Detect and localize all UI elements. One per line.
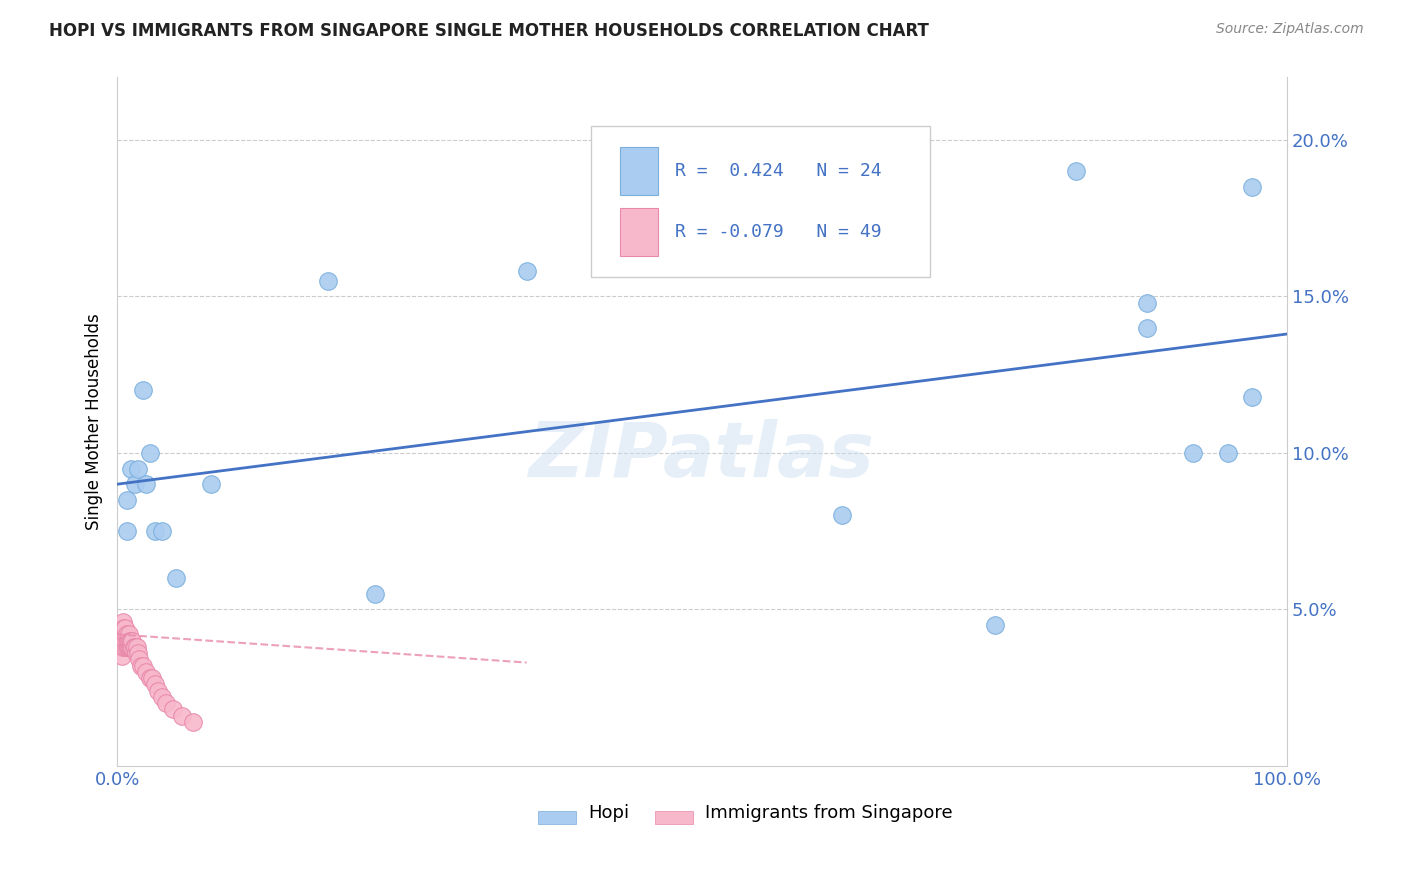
Point [117, 633, 139, 648]
Point [111, 633, 134, 648]
Point [112, 627, 135, 641]
Point [112, 640, 135, 654]
Point [114, 640, 136, 654]
Point [115, 627, 138, 641]
Point [129, 658, 152, 673]
Point [1135, 320, 1157, 334]
Point [124, 640, 146, 654]
Point [128, 652, 150, 666]
FancyBboxPatch shape [538, 811, 576, 823]
Point [124, 477, 146, 491]
Point [115, 633, 138, 648]
Point [127, 646, 149, 660]
Point [135, 477, 157, 491]
Point [127, 461, 149, 475]
Point [115, 524, 138, 538]
Point [117, 640, 139, 654]
Point [120, 633, 142, 648]
Point [1218, 446, 1240, 460]
Point [112, 621, 135, 635]
Point [118, 640, 141, 654]
Point [135, 665, 157, 679]
Point [132, 384, 155, 398]
Point [114, 633, 136, 648]
Point [200, 477, 222, 491]
Point [115, 640, 138, 654]
Text: Source: ZipAtlas.com: Source: ZipAtlas.com [1216, 22, 1364, 37]
Point [363, 587, 385, 601]
Point [1135, 295, 1157, 310]
Point [111, 649, 134, 664]
Point [112, 615, 135, 629]
Point [112, 633, 135, 648]
Text: ZIPatlas: ZIPatlas [529, 419, 875, 493]
Point [162, 702, 184, 716]
Point [139, 671, 162, 685]
Point [125, 640, 148, 654]
Point [516, 264, 538, 278]
Text: HOPI VS IMMIGRANTS FROM SINGAPORE SINGLE MOTHER HOUSEHOLDS CORRELATION CHART: HOPI VS IMMIGRANTS FROM SINGAPORE SINGLE… [49, 22, 929, 40]
Point [316, 274, 339, 288]
Point [831, 508, 853, 523]
Point [120, 640, 142, 654]
Point [120, 461, 142, 475]
Point [132, 658, 155, 673]
Point [120, 640, 142, 654]
FancyBboxPatch shape [655, 811, 693, 823]
Point [150, 690, 173, 704]
Point [143, 524, 166, 538]
Point [139, 446, 162, 460]
Point [121, 640, 143, 654]
Point [110, 627, 132, 641]
Point [114, 627, 136, 641]
Point [108, 633, 131, 648]
Text: R =  0.424   N = 24: R = 0.424 N = 24 [675, 162, 882, 180]
Point [150, 524, 173, 538]
Point [1182, 446, 1205, 460]
Point [114, 621, 136, 635]
Point [165, 571, 187, 585]
Point [110, 640, 132, 654]
Point [143, 677, 166, 691]
Point [122, 640, 145, 654]
Point [112, 633, 135, 648]
FancyBboxPatch shape [591, 126, 931, 277]
Point [146, 683, 169, 698]
Point [115, 492, 138, 507]
Point [170, 708, 193, 723]
Point [1066, 164, 1088, 178]
FancyBboxPatch shape [620, 147, 658, 195]
Point [1240, 390, 1263, 404]
Point [1240, 180, 1263, 194]
Text: R = -0.079   N = 49: R = -0.079 N = 49 [675, 223, 882, 241]
Point [155, 696, 177, 710]
Text: Hopi: Hopi [588, 805, 628, 822]
Text: Immigrants from Singapore: Immigrants from Singapore [704, 805, 952, 822]
Y-axis label: Single Mother Households: Single Mother Households [86, 313, 103, 530]
Point [118, 633, 141, 648]
FancyBboxPatch shape [620, 208, 658, 256]
Point [983, 618, 1005, 632]
Point [125, 646, 148, 660]
Point [112, 627, 135, 641]
Point [141, 671, 163, 685]
Point [181, 714, 204, 729]
Point [118, 627, 141, 641]
Point [112, 621, 135, 635]
Point [120, 633, 142, 648]
Point [121, 633, 143, 648]
